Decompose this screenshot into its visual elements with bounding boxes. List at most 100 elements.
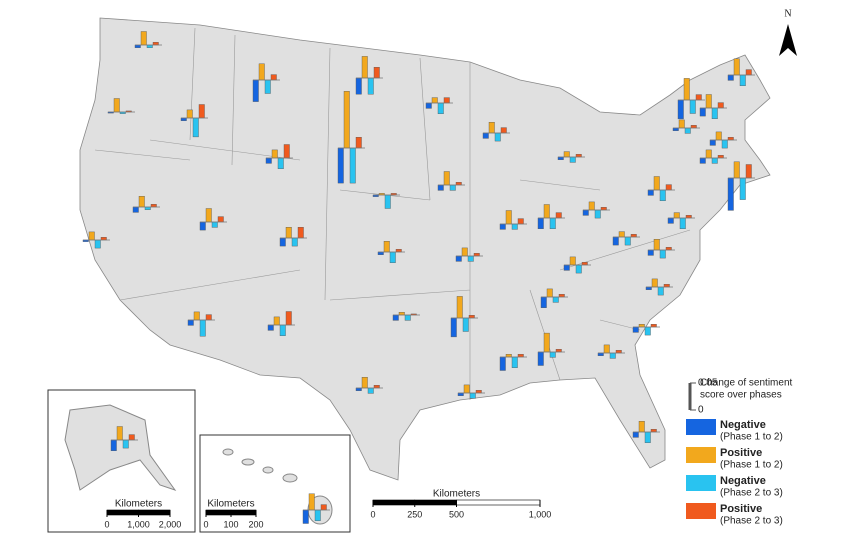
sentiment-bar (717, 102, 724, 109)
sentiment-bar (683, 78, 690, 101)
sentiment-bar (557, 156, 564, 160)
sentiment-bar (88, 231, 95, 241)
sentiment-bar (461, 247, 468, 257)
sentiment-bar (267, 324, 274, 331)
sentiment-bar (657, 286, 664, 296)
sentiment-bar (291, 237, 298, 247)
scalebar-label: 2,000 (159, 519, 182, 529)
sentiment-bar (361, 377, 368, 389)
sentiment-bar (367, 387, 374, 394)
sentiment-bar (437, 184, 444, 191)
legend-sub: (Phase 2 to 3) (720, 516, 783, 527)
sentiment-bar (355, 387, 362, 391)
sentiment-bar (355, 136, 362, 149)
sentiment-bar (699, 157, 706, 164)
sentiment-bar (609, 352, 616, 359)
scalebar-title: Kilometers (433, 489, 480, 500)
sentiment-bar (505, 354, 512, 358)
sentiment-bar (116, 426, 123, 441)
sentiment-bar (678, 119, 685, 129)
sentiment-bar (473, 253, 480, 257)
sentiment-bar (150, 204, 157, 208)
sentiment-bar (187, 319, 194, 326)
sentiment-bar (517, 354, 524, 358)
scalebar-label: 250 (407, 509, 422, 519)
sentiment-bar (398, 312, 405, 316)
sentiment-bar (373, 66, 380, 79)
sentiment-bar (612, 236, 619, 246)
sentiment-bar (456, 296, 463, 319)
sentiment-bar (650, 324, 657, 328)
sentiment-bar (745, 164, 752, 179)
sentiment-bar (152, 42, 159, 46)
sentiment-bar (651, 278, 658, 288)
sentiment-bar (659, 249, 666, 259)
sentiment-bar (690, 125, 697, 129)
sentiment-bar (677, 99, 684, 120)
sentiment-bar (437, 102, 444, 115)
sentiment-bar (337, 147, 344, 184)
sentiment-bar (588, 201, 595, 211)
scalebar-title: Kilometers (207, 499, 254, 510)
sentiment-bar (650, 429, 657, 433)
sentiment-bar (180, 117, 187, 121)
sentiment-bar (575, 264, 582, 274)
sentiment-bar (739, 177, 746, 200)
sentiment-bar (563, 264, 570, 271)
scalebar-segment (205, 509, 232, 516)
sentiment-bar (499, 223, 506, 230)
sentiment-bar (134, 44, 141, 48)
us-outline (79, 17, 771, 481)
sentiment-bar (343, 91, 350, 149)
legend-swatch (686, 447, 716, 463)
sentiment-bar (689, 99, 696, 114)
sentiment-bar (383, 240, 390, 253)
sentiment-bar (647, 249, 654, 256)
scalebar-label: 0 (370, 509, 375, 519)
sentiment-bar (594, 209, 601, 219)
scalebar-segment (372, 499, 416, 506)
sentiment-bar (624, 236, 631, 246)
sentiment-bar (645, 286, 652, 290)
sentiment-bar (389, 251, 396, 264)
sentiment-bar (733, 161, 740, 179)
sentiment-bar (469, 392, 476, 399)
sentiment-bar (482, 132, 489, 139)
sentiment-bar (186, 109, 193, 119)
sentiment-bar (494, 132, 501, 142)
sentiment-bar (739, 74, 746, 87)
sentiment-bar (455, 255, 462, 262)
sentiment-bar (511, 223, 518, 230)
scalebar-segment (138, 509, 171, 516)
sentiment-bar (138, 195, 145, 208)
sentiment-bar (685, 215, 692, 219)
sentiment-bar (727, 74, 734, 81)
legend-name: Negative (720, 475, 766, 487)
sentiment-bar (555, 212, 562, 219)
scalebar-title: Kilometers (115, 499, 162, 510)
sentiment-bar (745, 69, 752, 76)
sentiment-bar (277, 157, 284, 170)
sentiment-bar (457, 392, 464, 396)
sentiment-bar (349, 147, 356, 184)
legend-swatch (686, 475, 716, 491)
sentiment-bar (110, 439, 117, 452)
sentiment-bar (199, 221, 206, 231)
sentiment-bar (673, 212, 680, 219)
legend-sub: (Phase 2 to 3) (720, 488, 783, 499)
sentiment-bar (659, 189, 666, 202)
sentiment-bar (597, 352, 604, 356)
sentiment-bar (632, 326, 639, 333)
legend-name: Positive (720, 503, 762, 515)
sentiment-bar (540, 296, 547, 309)
sentiment-bar (258, 63, 265, 81)
sentiment-bar (113, 98, 120, 113)
sentiment-bar (361, 56, 368, 79)
sentiment-bar (727, 177, 734, 211)
scalebar-segment (230, 509, 257, 516)
legend-sub: (Phase 1 to 2) (720, 460, 783, 471)
sentiment-bar (672, 127, 679, 131)
sentiment-bar (632, 431, 639, 438)
sentiment-bar (517, 218, 524, 225)
sentiment-bar (543, 332, 550, 353)
